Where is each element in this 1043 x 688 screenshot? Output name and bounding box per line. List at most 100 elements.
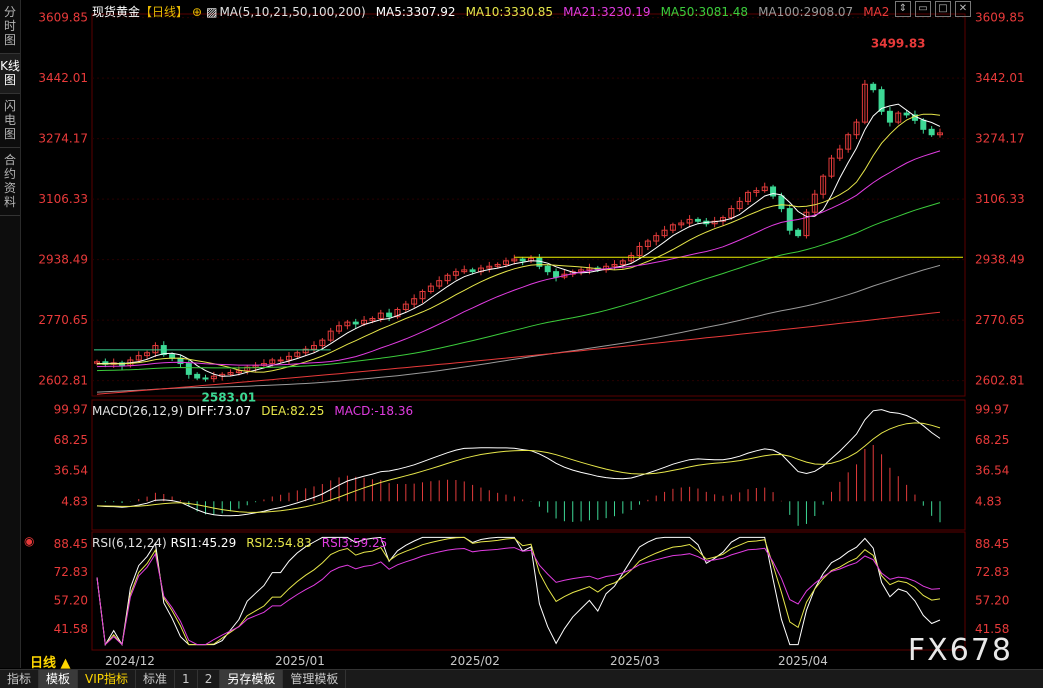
price-axis-label-left: 3442.01: [38, 71, 88, 85]
sidebar-item-contract-info[interactable]: 合约资料: [0, 148, 20, 216]
minimize-icon[interactable]: ▭: [915, 1, 931, 17]
candle-body: [202, 377, 209, 380]
rsi-header: RSI(6,12,24) RSI1:45.29 RSI2:54.83 RSI3:59.…: [92, 536, 397, 550]
candle-body: [728, 208, 735, 219]
candle-body: [661, 229, 668, 237]
candle-body: [402, 303, 409, 311]
ma21-line: [96, 150, 941, 368]
rsi-axis-label-right: 72.83: [975, 565, 1009, 579]
candle-body: [277, 359, 284, 362]
settings-icon[interactable]: ⊕: [192, 5, 203, 19]
price-axis-label-left: 2938.49: [38, 253, 88, 267]
tab-manage-template[interactable]: 管理模板: [283, 670, 347, 688]
rsi-settings-icon[interactable]: ◉: [24, 534, 35, 548]
candle-body: [302, 348, 309, 354]
period-tag[interactable]: 【日线】: [140, 5, 189, 19]
candle-body: [803, 211, 810, 237]
sidebar-item-flash[interactable]: 闪电图: [0, 94, 20, 148]
candle-body: [352, 321, 359, 325]
candle-body: [344, 321, 351, 327]
tab-1[interactable]: 1: [175, 670, 198, 688]
candle-body: [502, 260, 509, 265]
candle-body: [469, 269, 476, 273]
rsi-axis-label-left: 41.58: [54, 622, 88, 636]
candle-body: [411, 298, 418, 305]
candle-body: [152, 345, 159, 354]
candle-body: [736, 200, 743, 210]
ma5-value: MA5:3307.92: [375, 5, 456, 19]
rsi-axis-label-right: 88.45: [975, 537, 1009, 551]
candle-body: [361, 319, 368, 325]
candle-body: [369, 318, 376, 321]
price-axis-label-left: 3106.33: [38, 192, 88, 206]
ma5-line: [97, 103, 941, 377]
price-axis-label-right: 3106.33: [975, 192, 1025, 206]
tab-2[interactable]: 2: [198, 670, 221, 688]
price-axis-label-left: 2602.81: [38, 374, 88, 388]
candle-body: [678, 222, 685, 226]
candle-body: [895, 112, 902, 123]
indicator-toggle-icon[interactable]: ▨: [206, 5, 218, 19]
rsi-axis-label-right: 41.58: [975, 622, 1009, 636]
time-axis-label: 2024/12: [105, 654, 155, 668]
rsi-axis-label-right: 57.20: [975, 594, 1009, 608]
candle-body: [336, 325, 343, 332]
sidebar-item-kline[interactable]: K线图: [0, 54, 20, 94]
tab-indicator[interactable]: 指标: [0, 670, 40, 688]
rsi3-line: [96, 547, 941, 646]
candle-body: [269, 359, 276, 365]
move-icon[interactable]: ⇕: [895, 1, 911, 17]
candle-body: [436, 280, 443, 287]
candle-body: [770, 186, 777, 197]
macd-axis-label-right: 99.97: [975, 403, 1009, 417]
time-axis-label: 2025/02: [450, 654, 500, 668]
maximize-icon[interactable]: □: [935, 1, 951, 17]
price-axis-label-left: 2770.65: [38, 313, 88, 327]
close-icon[interactable]: ✕: [955, 1, 971, 17]
macd-axis-label-right: 36.54: [975, 464, 1009, 478]
price-axis-label-left: 3609.85: [38, 11, 88, 25]
candle-body: [861, 83, 868, 123]
candle-body: [544, 265, 551, 273]
sidebar-item-timeshare[interactable]: 分时图: [0, 0, 20, 54]
rsi1-value: RSI1:45.29: [170, 536, 237, 550]
candle-body: [294, 352, 301, 357]
rsi-title: RSI(6,12,24): [92, 536, 167, 550]
sidebar: 分时图 K线图 闪电图 合约资料: [0, 0, 21, 668]
candle-body: [419, 290, 426, 300]
period-selector[interactable]: 日线 ▲: [30, 656, 71, 671]
tab-standard[interactable]: 标准: [136, 670, 176, 688]
candle-body: [778, 195, 785, 210]
tab-vip-indicator[interactable]: VIP指标: [78, 670, 137, 688]
ma50-value: MA50:3081.48: [660, 5, 749, 19]
ma21-value: MA21:3230.19: [563, 5, 651, 19]
rsi-panel-frame: [91, 531, 966, 651]
price-panel-frame: [91, 13, 966, 397]
rsi2-line: [96, 536, 941, 646]
macd-diff-line: [96, 409, 941, 517]
candle-body: [903, 112, 910, 116]
symbol-name: 现货黄金: [92, 5, 141, 19]
candle-body: [653, 235, 660, 242]
price-chart[interactable]: 3609.85 3609.85 3442.01 3442.01 3274.17 3274.…: [21, 0, 1043, 668]
candle-body: [870, 83, 877, 91]
watermark-logo: FX678: [907, 633, 1013, 668]
candle-body: [853, 121, 860, 136]
candle-body: [235, 370, 242, 374]
tab-template[interactable]: 模板: [39, 670, 79, 688]
macd-header: MACD(26,12,9) DIFF:73.07 DEA:82.25 MACD:-18…: [92, 404, 423, 418]
candle-body: [644, 240, 651, 247]
candle-body: [920, 119, 927, 130]
time-axis-label: 2025/04: [778, 654, 828, 668]
candle-body: [811, 193, 818, 213]
macd-axis-label-right: 4.83: [975, 494, 1002, 508]
candle-body: [619, 260, 626, 265]
rsi-axis-label-left: 57.20: [54, 594, 88, 608]
candle-body: [753, 190, 760, 193]
ma50-line: [96, 202, 941, 372]
time-axis-label: 2025/01: [275, 654, 325, 668]
candle-body: [836, 148, 843, 159]
tab-save-template[interactable]: 另存模板: [220, 670, 284, 688]
candle-body: [394, 309, 401, 318]
macd-axis-label-right: 68.25: [975, 433, 1009, 447]
